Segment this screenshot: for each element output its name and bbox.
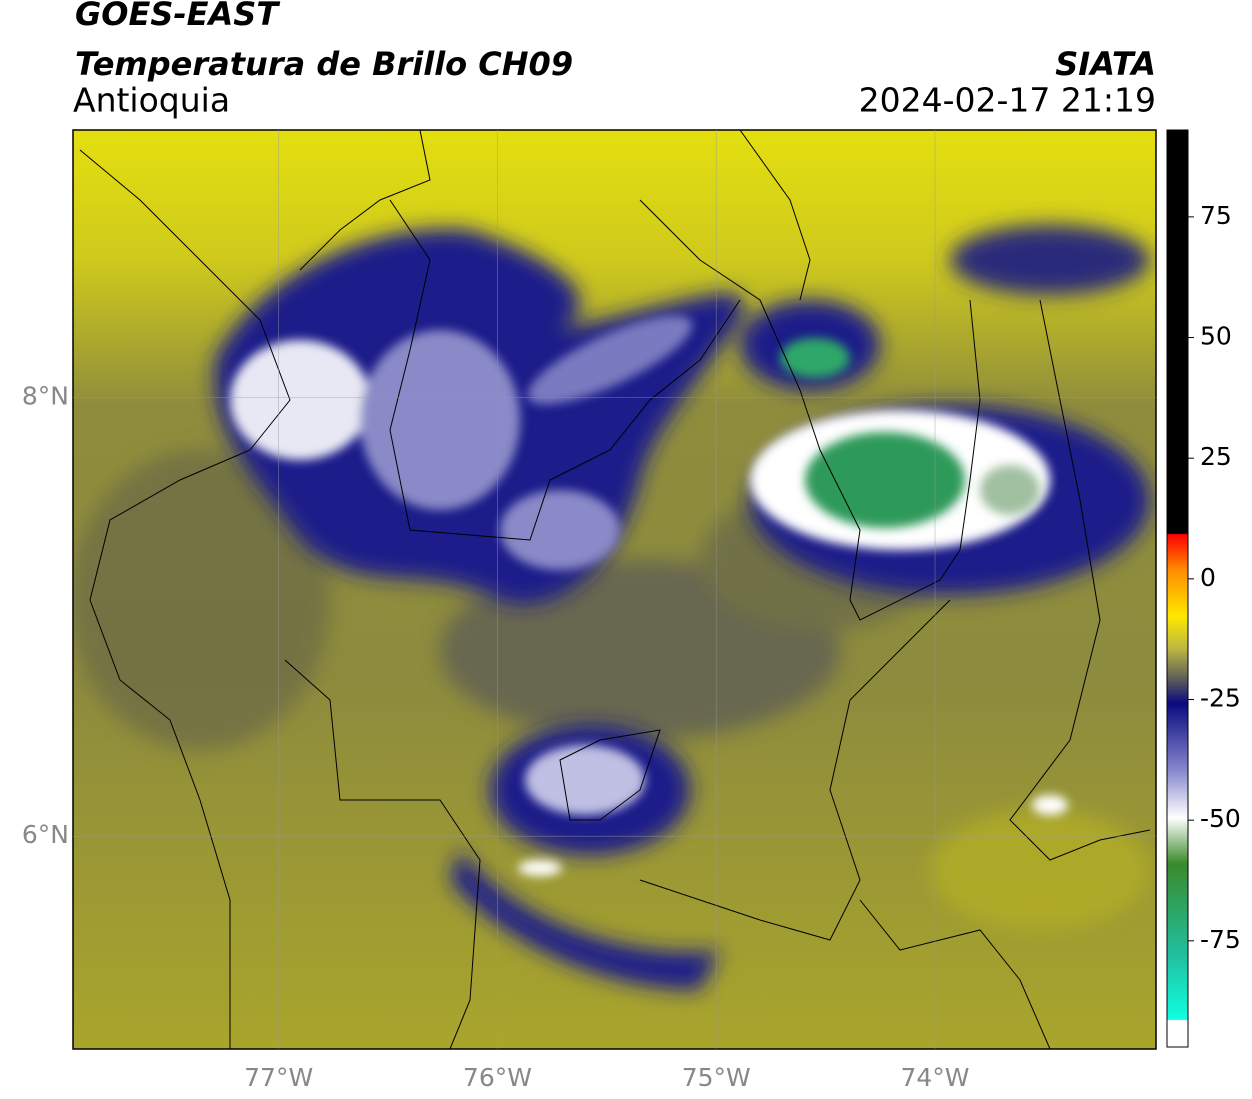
- title: GOES-EAST: [75, 0, 280, 33]
- lon-tick-label: 74°W: [901, 1063, 970, 1092]
- datetime: 2024-02-17 21:19: [859, 81, 1156, 120]
- region: Antioquia: [73, 81, 230, 120]
- lat-tick-label: 6°N: [22, 820, 69, 849]
- colorbar-tick-label: 50: [1200, 322, 1232, 351]
- map-frame: [72, 129, 1157, 1050]
- colorbar-tick-label: 0: [1200, 563, 1216, 592]
- satellite-image: [73, 130, 1156, 1049]
- colorbar: [1166, 129, 1189, 1048]
- colorbar-tick-label: -50: [1200, 804, 1241, 833]
- colorbar-tick-label: -25: [1200, 684, 1241, 713]
- colorbar-tick-label: -75: [1200, 925, 1241, 954]
- lon-tick-label: 77°W: [244, 1063, 313, 1092]
- lon-tick-label: 76°W: [463, 1063, 532, 1092]
- colorbar-tick-label: 25: [1200, 442, 1232, 471]
- colorbar-tick-label: 75: [1200, 201, 1232, 230]
- source: SIATA: [1055, 45, 1156, 83]
- lat-tick-label: 8°N: [22, 382, 69, 411]
- lon-tick-label: 75°W: [682, 1063, 751, 1092]
- subtitle: Temperatura de Brillo CH09: [75, 45, 573, 83]
